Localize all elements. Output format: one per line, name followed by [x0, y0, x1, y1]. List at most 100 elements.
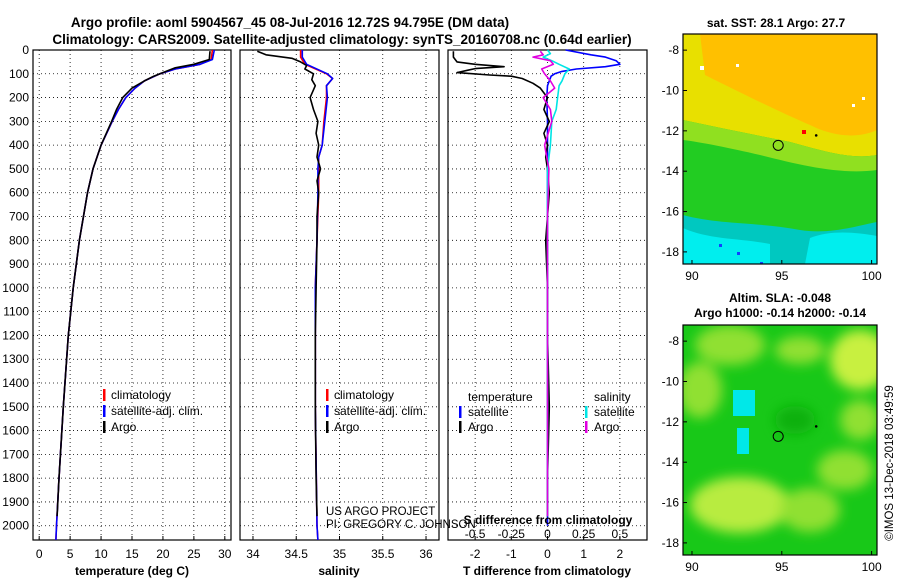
argo-location-circle — [772, 139, 784, 151]
lat-tick-label: -14 — [662, 164, 680, 178]
argo-trajectory-dot — [814, 425, 818, 428]
temperature-tick-label: 15 — [125, 547, 139, 561]
depth-tick-label: 200 — [9, 91, 29, 105]
lat-tick-label: -18 — [662, 536, 680, 550]
s-difference-xlabel: S difference from climatology — [464, 513, 633, 527]
sla-argo-marker — [772, 425, 818, 442]
lon-tick-label: 95 — [775, 269, 789, 283]
t-difference-tick-label: -2 — [470, 547, 481, 561]
salinity-tick-label: 34.5 — [285, 547, 309, 561]
lon-tick-label: 100 — [862, 269, 882, 283]
series-satellite-adj--clim- — [55, 49, 216, 541]
s-difference-tick-label: 0 — [544, 527, 551, 541]
t-difference-tick-label: 2 — [617, 547, 624, 561]
depth-tick-label: 1600 — [2, 424, 29, 438]
series-climatology — [55, 49, 214, 541]
lat-tick-label: -10 — [662, 83, 680, 97]
argo-trajectory-dot — [814, 134, 818, 137]
temperature-tick-label: 10 — [94, 547, 108, 561]
lat-tick-label: -14 — [662, 455, 680, 469]
temperature-panel: 0100200300400500600700800900100011001200… — [2, 43, 232, 578]
lat-tick-label: -16 — [662, 496, 680, 510]
t-difference-xlabel: T difference from climatology — [463, 564, 631, 578]
difference-series — [452, 49, 621, 526]
sst-map-title: sat. SST: 28.1 Argo: 27.7 — [707, 16, 846, 30]
depth-tick-label: 500 — [9, 162, 29, 176]
legend-label-climatology: climatology — [334, 388, 394, 402]
t-difference-tick-label: -1 — [506, 547, 517, 561]
series-s-argo — [532, 50, 556, 517]
temperature-tick-labels: 0 5 10 15 20 25 30 — [36, 547, 232, 561]
s-difference-tick-labels: -0.5 -0.25 0 0.25 0.5 — [465, 527, 629, 541]
depth-tick-labels: 0 100 200 300 400 500 600 700 800 900 1000 1100 1200… — [2, 43, 29, 533]
legend-swatch-satellite — [326, 405, 329, 417]
salinity-tick-labels: 34 34.5 35 35.5 36 — [246, 547, 433, 561]
depth-tick-label: 100 — [9, 67, 29, 81]
sla-field — [683, 325, 877, 555]
depth-tick-label: 0 — [22, 43, 29, 57]
legend-swatch-argo — [326, 421, 329, 433]
figure-title-line1: Argo profile: aoml 5904567_45 08-Jul-201… — [71, 15, 509, 30]
sst-map-ticks: 90 95 100 -8 -10 -12 -14 -16 -18 — [662, 43, 882, 283]
legend-swatch-argo — [103, 421, 106, 433]
depth-tick-label: 300 — [9, 114, 29, 128]
sst-argo-marker — [772, 134, 818, 151]
sst-map-frame — [682, 33, 878, 265]
salinity-tick-label: 34 — [246, 547, 260, 561]
legend-title-temperature: temperature — [468, 390, 533, 404]
t-difference-tick-labels: -2 -1 0 1 2 — [470, 547, 624, 561]
sla-map-ticks: 90 95 100 -8 -10 -12 -14 -16 -18 — [662, 334, 882, 574]
lat-tick-label: -8 — [668, 43, 679, 57]
depth-tick-label: 800 — [9, 233, 29, 247]
temperature-series — [55, 49, 216, 541]
legend-swatch-climatology — [326, 389, 329, 401]
series-argo — [256, 50, 322, 517]
lon-tick-label: 100 — [862, 560, 882, 574]
legend-label-argo: Argo — [334, 420, 360, 434]
difference-legend-temperature: temperature satellite Argo — [459, 390, 533, 434]
legend-label-satellite: satellite-adj. clim. — [334, 404, 426, 418]
salinity-grid — [240, 49, 439, 540]
s-difference-tick-label: 0.5 — [612, 527, 629, 541]
s-difference-tick-label: 0.25 — [572, 527, 596, 541]
lat-tick-label: -12 — [662, 415, 680, 429]
imos-timestamp: ©IMOS 13-Dec-2018 03:49:59 — [884, 385, 896, 541]
temperature-tick-label: 5 — [67, 547, 74, 561]
difference-panel: -2 -1 0 1 2 -0.5 -0.25 0 0.25 0.5 S difference f… — [447, 49, 648, 578]
lon-tick-label: 95 — [775, 560, 789, 574]
figure-title-line2: Climatology: CARS2009. Satellite-adjuste… — [52, 32, 631, 47]
depth-tick-label: 1000 — [2, 281, 29, 295]
depth-tick-label: 1400 — [2, 376, 29, 390]
depth-tick-label: 2000 — [2, 519, 29, 533]
salinity-tick-label: 35.5 — [371, 547, 395, 561]
depth-tick-label: 1900 — [2, 495, 29, 509]
lon-tick-label: 90 — [685, 269, 699, 283]
sst-map-panel: sat. SST: 28.1 Argo: 27.7 90 95 100 -8 -10 -1… — [662, 16, 882, 283]
depth-tick-label: 400 — [9, 138, 29, 152]
temperature-legend: climatology satellite-adj. clim. Argo — [103, 388, 203, 434]
legend-title-salinity: salinity — [594, 390, 631, 404]
lat-tick-label: -18 — [662, 245, 680, 259]
legend-label-s-argo: Argo — [594, 420, 620, 434]
series-argo — [56, 51, 211, 517]
legend-label-s-satellite: satellite — [594, 405, 635, 419]
sst-field — [683, 34, 877, 264]
depth-tick-label: 1300 — [2, 352, 29, 366]
t-difference-tick-label: 1 — [580, 547, 587, 561]
depth-tick-label: 1500 — [2, 400, 29, 414]
legend-swatch-t-satellite — [459, 406, 462, 418]
series-t-argo — [452, 51, 551, 517]
argo-location-circle — [772, 430, 784, 442]
difference-legend-salinity: salinity satellite Argo — [585, 390, 635, 434]
s-difference-tick-label: -0.5 — [465, 527, 486, 541]
lat-tick-label: -10 — [662, 374, 680, 388]
legend-label-satellite: satellite-adj. clim. — [111, 404, 203, 418]
depth-tick-label: 1800 — [2, 471, 29, 485]
depth-tick-label: 1700 — [2, 447, 29, 461]
legend-swatch-t-argo — [459, 421, 462, 433]
sla-map-frame — [682, 324, 878, 556]
s-difference-tick-label: -0.25 — [498, 527, 526, 541]
legend-swatch-climatology — [103, 389, 106, 401]
salinity-tick-label: 35 — [333, 547, 347, 561]
